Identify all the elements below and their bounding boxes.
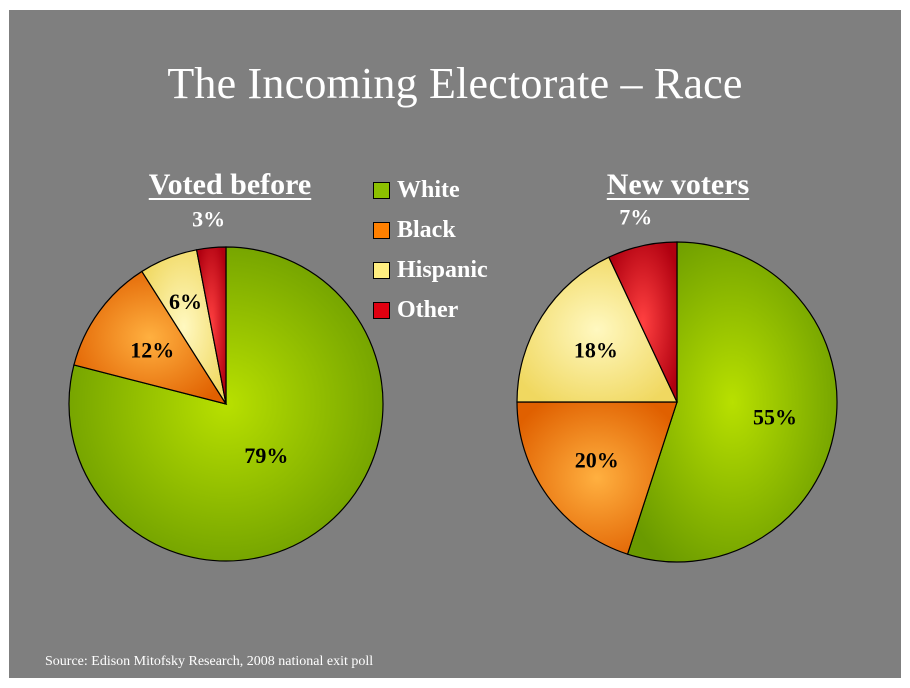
pie-label-voted-before-other: 3% — [192, 207, 225, 232]
pie-slice-voted-before-black — [73, 270, 228, 405]
pie-slice-voted-before-other — [195, 246, 227, 405]
slide-title: The Incoming Electorate – Race — [167, 59, 743, 108]
legend: White Black Hispanic Other — [373, 170, 488, 330]
pie-label-voted-before-black: 12% — [130, 338, 174, 363]
legend-item-black: Black — [373, 210, 488, 250]
pie-label-voted-before-white: 79% — [244, 443, 288, 468]
legend-item-hispanic: Hispanic — [373, 250, 488, 290]
pie-chart-voted-before: 79% 12% 6% 3% — [68, 207, 384, 562]
source-note: Source: Edison Mitofsky Research, 2008 n… — [45, 654, 374, 669]
legend-label-hispanic: Hispanic — [397, 256, 488, 283]
pie-slice-new-voters-hispanic — [516, 256, 678, 403]
pie-slice-new-voters-white — [626, 241, 838, 563]
pie-title-voted-before: Voted before — [148, 168, 312, 201]
pie-title-new-voters: New voters — [606, 168, 750, 201]
legend-swatch-other — [373, 301, 390, 319]
pie-label-new-voters-white: 55% — [753, 405, 797, 430]
pie-label-new-voters-other: 7% — [619, 205, 652, 230]
legend-swatch-hispanic — [373, 261, 390, 279]
legend-label-other: Other — [397, 296, 459, 323]
pie-slice-voted-before-white — [68, 246, 384, 562]
pie-slice-new-voters-other — [608, 241, 678, 403]
legend-swatch-white — [373, 181, 390, 199]
legend-item-white: White — [373, 170, 488, 210]
slide: The Incoming Electorate – Race Voted bef… — [9, 10, 901, 678]
pie-label-voted-before-hispanic: 6% — [169, 289, 202, 314]
legend-item-other: Other — [373, 290, 488, 330]
legend-label-black: Black — [397, 216, 456, 243]
pie-label-new-voters-black: 20% — [575, 447, 619, 472]
pie-chart-new-voters: 55% 20% 18% 7% — [516, 205, 838, 563]
legend-swatch-black — [373, 221, 390, 239]
pie-label-new-voters-hispanic: 18% — [574, 338, 618, 363]
pie-slice-new-voters-black — [516, 401, 678, 555]
pie-charts: 79% 12% 6% 3% 55% 20% 18% 7% — [68, 205, 838, 563]
legend-label-white: White — [397, 176, 460, 203]
